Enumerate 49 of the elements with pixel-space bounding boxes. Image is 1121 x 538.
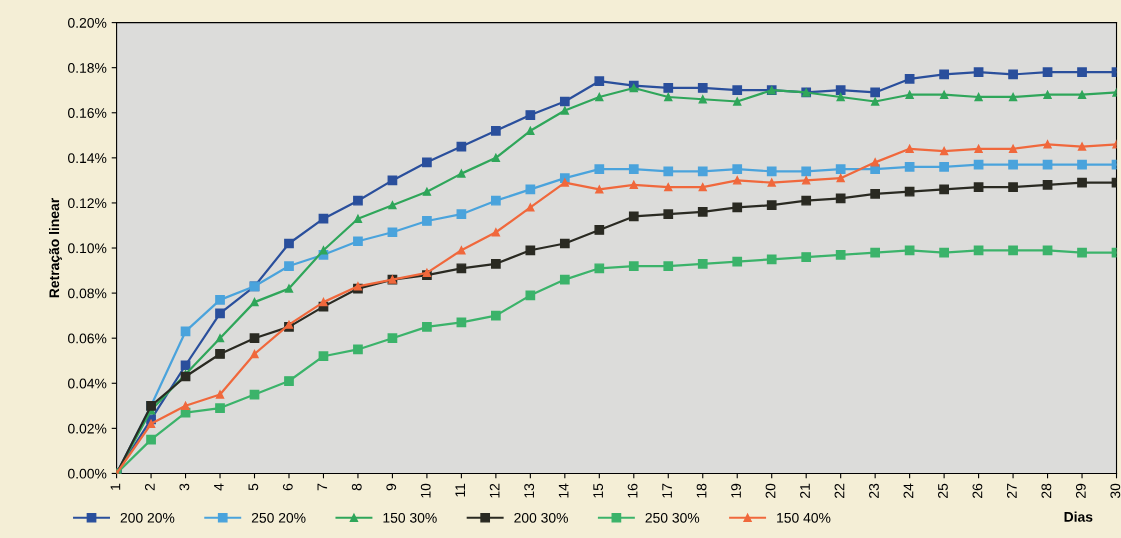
- x-tick-label: 7: [317, 483, 328, 491]
- x-tick-label: 17: [662, 483, 672, 498]
- x-tick-label: 23: [869, 483, 879, 498]
- x-tick-label: 15: [593, 483, 604, 498]
- y-tick-label: 0.04%: [68, 378, 107, 389]
- x-tick-label: 6: [282, 483, 293, 491]
- x-tick-label: 16: [627, 483, 638, 498]
- y-axis-title: Retração linear: [48, 198, 62, 298]
- x-tick-label: 4: [214, 483, 224, 491]
- x-tick-label: 3: [179, 483, 190, 491]
- legend-label: 200 20%: [120, 512, 175, 523]
- y-tick-label: 0.06%: [68, 333, 107, 344]
- x-tick-label: 11: [455, 483, 465, 497]
- x-tick-label: 14: [558, 483, 569, 498]
- x-axis-title: Dias: [1064, 511, 1093, 522]
- x-tick-label: 1: [110, 483, 121, 490]
- legend-label: 250 20%: [251, 512, 306, 523]
- x-tick-label: 2: [144, 483, 155, 491]
- x-tick-label: 18: [696, 483, 707, 498]
- x-tick-label: 27: [1006, 483, 1017, 498]
- legend-label: 200 30%: [514, 512, 568, 523]
- y-tick-label: 0.02%: [68, 423, 107, 434]
- x-tick-label: 20: [765, 483, 776, 498]
- x-tick-label: 30: [1110, 483, 1121, 499]
- x-tick-label: 29: [1075, 483, 1086, 498]
- x-tick-label: 21: [800, 483, 810, 498]
- y-tick-label: 0.16%: [68, 108, 107, 118]
- x-tick-label: 26: [972, 483, 983, 498]
- x-tick-label: 19: [731, 483, 741, 498]
- x-tick-label: 22: [834, 483, 845, 498]
- x-tick-label: 5: [248, 483, 259, 491]
- legend-label: 250 30%: [645, 512, 700, 523]
- y-tick-label: 0.14%: [68, 153, 107, 164]
- x-tick-label: 10: [420, 483, 431, 498]
- y-tick-label: 0.08%: [68, 288, 107, 299]
- y-tick-label: 0.10%: [68, 243, 107, 254]
- x-tick-label: 13: [524, 483, 535, 498]
- x-tick-label: 8: [351, 483, 362, 491]
- x-tick-label: 24: [903, 483, 914, 498]
- x-tick-label: 9: [386, 483, 397, 491]
- y-tick-label: 0.18%: [68, 63, 107, 73]
- x-tick-label: 25: [938, 483, 948, 498]
- x-tick-label: 28: [1041, 483, 1052, 498]
- legend-label: 150 30%: [383, 512, 437, 523]
- y-tick-label: 0.00%: [68, 468, 107, 479]
- y-tick-label: 0.20%: [68, 17, 107, 28]
- x-tick-label: 12: [489, 483, 500, 498]
- y-tick-label: 0.12%: [68, 198, 107, 209]
- legend-label: 150 40%: [777, 512, 831, 523]
